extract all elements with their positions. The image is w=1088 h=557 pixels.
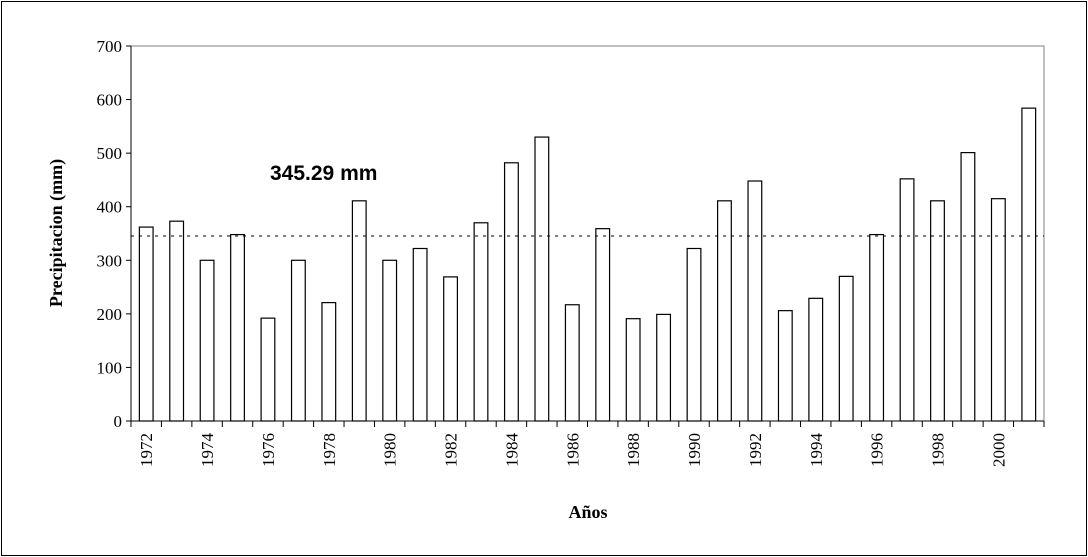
bar-2001 bbox=[1022, 108, 1036, 421]
y-tick-label: 400 bbox=[97, 198, 123, 217]
x-tick-label: 1986 bbox=[563, 433, 582, 467]
bar-1980 bbox=[383, 260, 397, 421]
bar-1996 bbox=[870, 235, 884, 421]
x-axis-ticks: 1972 1974 1976 1978 1980 1982 1984 1986 1988 1990… bbox=[131, 421, 1044, 467]
x-tick-label: 1992 bbox=[746, 433, 765, 467]
bar-1990 bbox=[687, 249, 701, 422]
y-tick-label: 700 bbox=[97, 37, 123, 56]
y-tick-label: 0 bbox=[114, 412, 123, 431]
bar-1994 bbox=[809, 298, 823, 421]
bar-1977 bbox=[292, 260, 306, 421]
bar-1979 bbox=[352, 201, 366, 421]
x-tick-label: 1988 bbox=[624, 433, 643, 467]
x-tick-label: 1974 bbox=[198, 433, 217, 468]
bar-1995 bbox=[839, 276, 853, 421]
y-axis-title: Precipitacion (mm) bbox=[46, 159, 67, 307]
bar-1981 bbox=[413, 249, 427, 422]
bar-1978 bbox=[322, 303, 336, 421]
x-tick-label: 1994 bbox=[807, 433, 826, 468]
bar-1976 bbox=[261, 318, 275, 421]
y-tick-label: 200 bbox=[97, 305, 123, 324]
bar-2000 bbox=[992, 199, 1006, 421]
y-tick-label: 100 bbox=[97, 358, 123, 377]
x-tick-label: 1978 bbox=[320, 433, 339, 467]
bar-1984 bbox=[505, 163, 519, 421]
bar-1999 bbox=[961, 153, 975, 421]
x-tick-label: 1980 bbox=[381, 433, 400, 467]
mean-annotation: 345.29 mm bbox=[270, 162, 377, 185]
bar-1982 bbox=[444, 277, 458, 421]
bar-1993 bbox=[778, 311, 792, 421]
bar-1987 bbox=[596, 229, 610, 421]
bar-1985 bbox=[535, 137, 549, 421]
x-tick-label: 1996 bbox=[868, 433, 887, 467]
bar-1988 bbox=[626, 319, 640, 421]
bar-1972 bbox=[139, 227, 153, 421]
y-tick-label: 500 bbox=[97, 144, 123, 163]
x-tick-label: 1998 bbox=[928, 433, 947, 467]
x-tick-label: 1984 bbox=[502, 433, 521, 468]
x-tick-label: 1976 bbox=[259, 433, 278, 467]
x-tick-label: 1990 bbox=[685, 433, 704, 467]
bar-1974 bbox=[200, 260, 214, 421]
bar-1991 bbox=[718, 201, 732, 421]
x-tick-label: 2000 bbox=[989, 433, 1008, 467]
bars-group bbox=[139, 108, 1035, 421]
x-tick-label: 1982 bbox=[442, 433, 461, 467]
x-tick-label: 1972 bbox=[137, 433, 156, 467]
bar-1986 bbox=[565, 305, 579, 421]
bar-1998 bbox=[931, 201, 945, 421]
bar-1975 bbox=[231, 235, 245, 421]
bar-1983 bbox=[474, 223, 488, 421]
y-tick-label: 600 bbox=[97, 91, 123, 110]
bar-1992 bbox=[748, 181, 762, 421]
bar-1997 bbox=[900, 179, 914, 421]
y-tick-label: 300 bbox=[97, 251, 123, 270]
bar-1989 bbox=[657, 314, 671, 421]
y-axis-ticks: 0 100 200 300 400 500 600 700 bbox=[97, 37, 132, 431]
bar-1973 bbox=[170, 221, 184, 421]
x-axis-title: Años bbox=[568, 502, 607, 522]
